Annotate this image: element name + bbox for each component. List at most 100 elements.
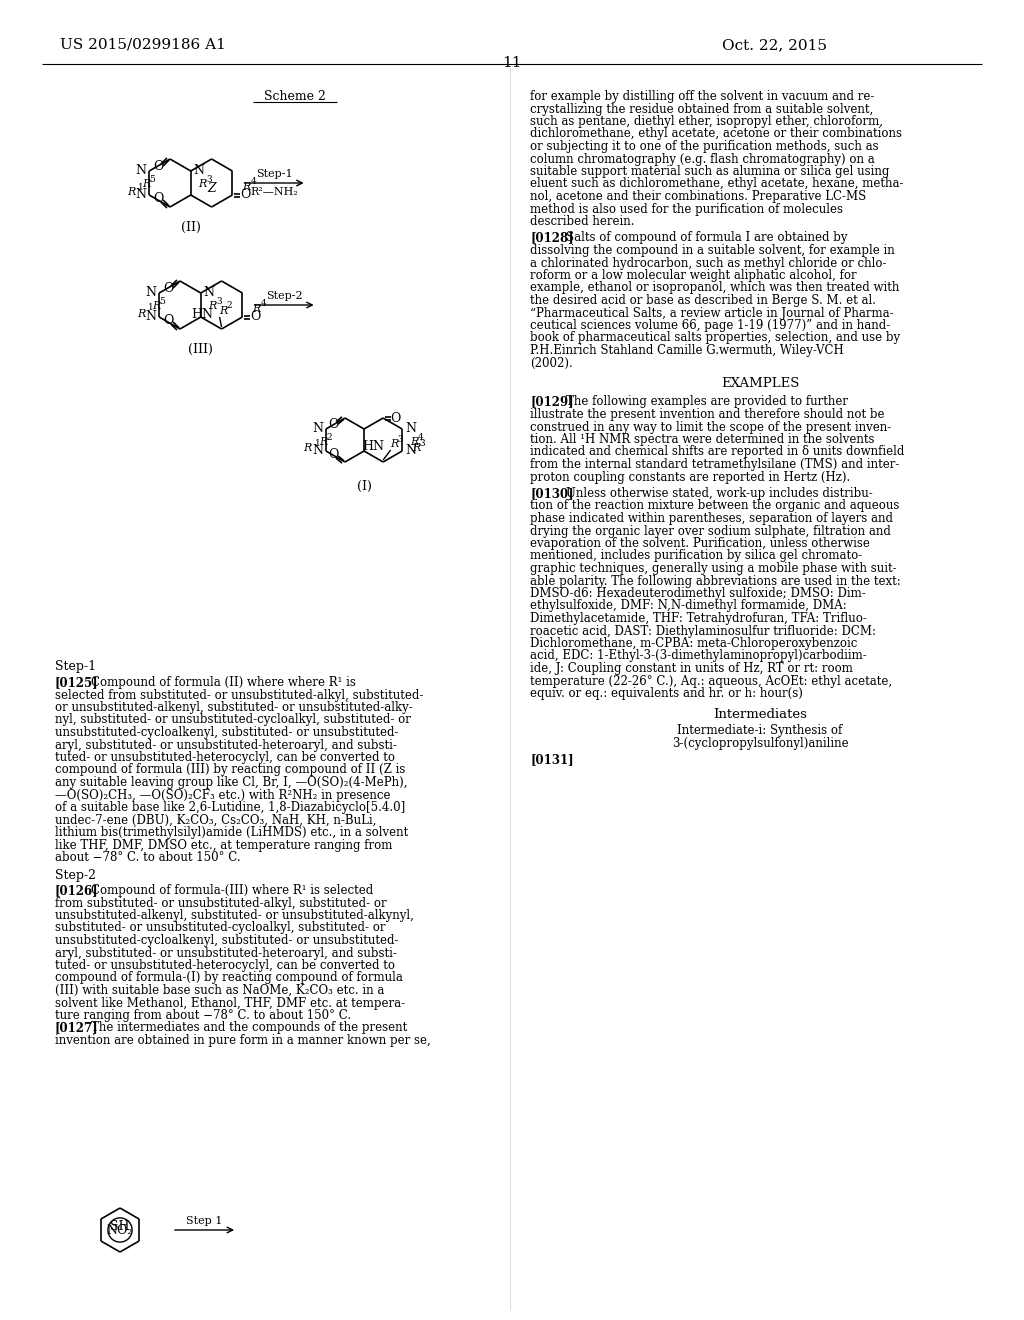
Text: the desired acid or base as described in Berge S. M. et al.: the desired acid or base as described in… — [530, 294, 876, 308]
Text: Dichloromethane, m-CPBA: meta-Chloroperoxybenzoic: Dichloromethane, m-CPBA: meta-Chloropero… — [530, 638, 857, 649]
Text: undec-7-ene (DBU), K₂CO₃, Cs₂CO₃, NaH, KH, n-BuLi,: undec-7-ene (DBU), K₂CO₃, Cs₂CO₃, NaH, K… — [55, 813, 377, 826]
Text: tuted- or unsubstituted-heterocyclyl, can be converted to: tuted- or unsubstituted-heterocyclyl, ca… — [55, 960, 395, 972]
Text: dissolving the compound in a suitable solvent, for example in: dissolving the compound in a suitable so… — [530, 244, 895, 257]
Text: or subjecting it to one of the purification methods, such as: or subjecting it to one of the purificat… — [530, 140, 879, 153]
Text: (I): (I) — [356, 480, 372, 492]
Text: O: O — [390, 412, 400, 425]
Text: O: O — [250, 310, 260, 323]
Text: Salts of compound of formula I are obtained by: Salts of compound of formula I are obtai… — [566, 231, 848, 244]
Text: R: R — [142, 180, 151, 189]
Text: of a suitable base like 2,6-Lutidine, 1,8-Diazabicyclo[5.4.0]: of a suitable base like 2,6-Lutidine, 1,… — [55, 801, 406, 814]
Text: Step-1: Step-1 — [256, 169, 293, 180]
Text: construed in any way to limit the scope of the present inven-: construed in any way to limit the scope … — [530, 421, 891, 433]
Text: 4: 4 — [251, 177, 256, 186]
Text: aryl, substituted- or unsubstituted-heteroaryl, and substi-: aryl, substituted- or unsubstituted-hete… — [55, 738, 397, 751]
Text: 3: 3 — [420, 438, 425, 447]
Text: example, ethanol or isopropanol, which was then treated with: example, ethanol or isopropanol, which w… — [530, 281, 899, 294]
Text: [0128]: [0128] — [530, 231, 573, 244]
Text: Step 1: Step 1 — [186, 1216, 222, 1226]
Text: 3: 3 — [206, 176, 212, 185]
Text: suitable support material such as alumina or silica gel using: suitable support material such as alumin… — [530, 165, 890, 178]
Text: Scheme 2: Scheme 2 — [264, 90, 326, 103]
Text: R: R — [242, 182, 251, 191]
Text: R²—NH₂: R²—NH₂ — [250, 187, 298, 197]
Text: N: N — [204, 286, 215, 300]
Text: R: R — [199, 180, 207, 189]
Text: like THF, DMF, DMSO etc., at temperature ranging from: like THF, DMF, DMSO etc., at temperature… — [55, 838, 392, 851]
Text: (III) with suitable base such as NaOMe, K₂CO₃ etc. in a: (III) with suitable base such as NaOMe, … — [55, 983, 384, 997]
Text: for example by distilling off the solvent in vacuum and re-: for example by distilling off the solven… — [530, 90, 874, 103]
Text: such as pentane, diethyl ether, isopropyl ether, chloroform,: such as pentane, diethyl ether, isopropy… — [530, 115, 883, 128]
Text: HN: HN — [191, 308, 214, 321]
Text: substituted- or unsubstituted-cycloalkyl, substituted- or: substituted- or unsubstituted-cycloalkyl… — [55, 921, 385, 935]
Text: N: N — [135, 165, 146, 177]
Text: invention are obtained in pure form in a manner known per se,: invention are obtained in pure form in a… — [55, 1034, 431, 1047]
Text: “Pharmaceutical Salts, a review article in Journal of Pharma-: “Pharmaceutical Salts, a review article … — [530, 306, 894, 319]
Text: 4: 4 — [260, 300, 266, 309]
Text: 2: 2 — [326, 433, 332, 442]
Text: from substituted- or unsubstituted-alkyl, substituted- or: from substituted- or unsubstituted-alkyl… — [55, 896, 387, 909]
Text: Compound of formula (II) where where R¹ is: Compound of formula (II) where where R¹ … — [91, 676, 356, 689]
Text: R: R — [137, 309, 145, 319]
Text: O: O — [241, 189, 251, 202]
Text: 4: 4 — [418, 433, 423, 442]
Text: R: R — [410, 437, 419, 447]
Text: ture ranging from about −78° C. to about 150° C.: ture ranging from about −78° C. to about… — [55, 1008, 351, 1022]
Text: column chromatography (e.g. flash chromatography) on a: column chromatography (e.g. flash chroma… — [530, 153, 874, 165]
Text: proton coupling constants are reported in Hertz (Hz).: proton coupling constants are reported i… — [530, 470, 850, 483]
Text: 11: 11 — [502, 55, 522, 70]
Text: mentioned, includes purification by silica gel chromato-: mentioned, includes purification by sili… — [530, 549, 862, 562]
Text: NO₂: NO₂ — [106, 1224, 133, 1237]
Text: compound of formula-(I) by reacting compound of formula: compound of formula-(I) by reacting comp… — [55, 972, 402, 985]
Text: R: R — [219, 306, 227, 315]
Text: [0131]: [0131] — [530, 752, 573, 766]
Text: US 2015/0299186 A1: US 2015/0299186 A1 — [60, 38, 226, 51]
Text: N: N — [312, 445, 323, 458]
Text: SH: SH — [111, 1220, 130, 1233]
Text: R: R — [412, 444, 420, 453]
Text: solvent like Methanol, Ethanol, THF, DMF etc. at tempera-: solvent like Methanol, Ethanol, THF, DMF… — [55, 997, 406, 1010]
Text: crystallizing the residue obtained from a suitable solvent,: crystallizing the residue obtained from … — [530, 103, 873, 116]
Text: R: R — [303, 444, 312, 453]
Text: O: O — [153, 161, 163, 173]
Text: any suitable leaving group like Cl, Br, I, —O(SO)₂(4-MePh),: any suitable leaving group like Cl, Br, … — [55, 776, 408, 789]
Text: 3: 3 — [216, 297, 221, 306]
Text: roacetic acid, DAST: Diethylaminosulfur trifluoride: DCM:: roacetic acid, DAST: Diethylaminosulfur … — [530, 624, 876, 638]
Text: Step-2: Step-2 — [266, 290, 302, 301]
Text: 2: 2 — [226, 301, 232, 310]
Text: DMSO-d6: Hexadeuterodimethyl sulfoxide; DMSO: Dim-: DMSO-d6: Hexadeuterodimethyl sulfoxide; … — [530, 587, 865, 601]
Text: O: O — [328, 449, 338, 462]
Text: EXAMPLES: EXAMPLES — [721, 378, 799, 389]
Text: eluent such as dichloromethane, ethyl acetate, hexane, metha-: eluent such as dichloromethane, ethyl ac… — [530, 177, 903, 190]
Text: ceutical sciences volume 66, page 1-19 (1977)” and in hand-: ceutical sciences volume 66, page 1-19 (… — [530, 319, 890, 333]
Text: 5: 5 — [160, 297, 165, 306]
Text: N: N — [406, 445, 416, 458]
Text: N: N — [312, 422, 323, 436]
Text: (III): (III) — [188, 343, 213, 356]
Text: O: O — [163, 314, 173, 327]
Text: [0130]: [0130] — [530, 487, 573, 500]
Text: unsubstituted-cycloalkenyl, substituted- or unsubstituted-: unsubstituted-cycloalkenyl, substituted-… — [55, 935, 398, 946]
Text: compound of formula (III) by reacting compound of II (Z is: compound of formula (III) by reacting co… — [55, 763, 406, 776]
Text: tion. All ¹H NMR spectra were determined in the solvents: tion. All ¹H NMR spectra were determined… — [530, 433, 874, 446]
Text: acid, EDC: 1-Ethyl-3-(3-dimethylaminopropyl)carbodiim-: acid, EDC: 1-Ethyl-3-(3-dimethylaminopro… — [530, 649, 866, 663]
Text: 5: 5 — [150, 176, 156, 185]
Text: lithium bis(trimethylsilyl)amide (LiHMDS) etc., in a solvent: lithium bis(trimethylsilyl)amide (LiHMDS… — [55, 826, 409, 840]
Text: roform or a low molecular weight aliphatic alcohol, for: roform or a low molecular weight aliphat… — [530, 269, 857, 282]
Text: Oct. 22, 2015: Oct. 22, 2015 — [723, 38, 827, 51]
Text: Intermediates: Intermediates — [713, 708, 807, 721]
Text: [0129]: [0129] — [530, 396, 573, 408]
Text: able polarity. The following abbreviations are used in the text:: able polarity. The following abbreviatio… — [530, 574, 901, 587]
Text: drying the organic layer over sodium sulphate, filtration and: drying the organic layer over sodium sul… — [530, 524, 891, 537]
Text: O: O — [153, 193, 163, 206]
Text: The following examples are provided to further: The following examples are provided to f… — [566, 396, 848, 408]
Text: evaporation of the solvent. Purification, unless otherwise: evaporation of the solvent. Purification… — [530, 537, 869, 550]
Text: about −78° C. to about 150° C.: about −78° C. to about 150° C. — [55, 851, 241, 865]
Text: [0126]: [0126] — [55, 884, 98, 898]
Text: tion of the reaction mixture between the organic and aqueous: tion of the reaction mixture between the… — [530, 499, 899, 512]
Text: Unless otherwise stated, work-up includes distribu-: Unless otherwise stated, work-up include… — [566, 487, 872, 500]
Text: nol, acetone and their combinations. Preparative LC-MS: nol, acetone and their combinations. Pre… — [530, 190, 866, 203]
Text: method is also used for the purification of molecules: method is also used for the purification… — [530, 202, 843, 215]
Text: unsubstituted-cycloalkenyl, substituted- or unsubstituted-: unsubstituted-cycloalkenyl, substituted-… — [55, 726, 398, 739]
Text: Step-1: Step-1 — [55, 660, 96, 673]
